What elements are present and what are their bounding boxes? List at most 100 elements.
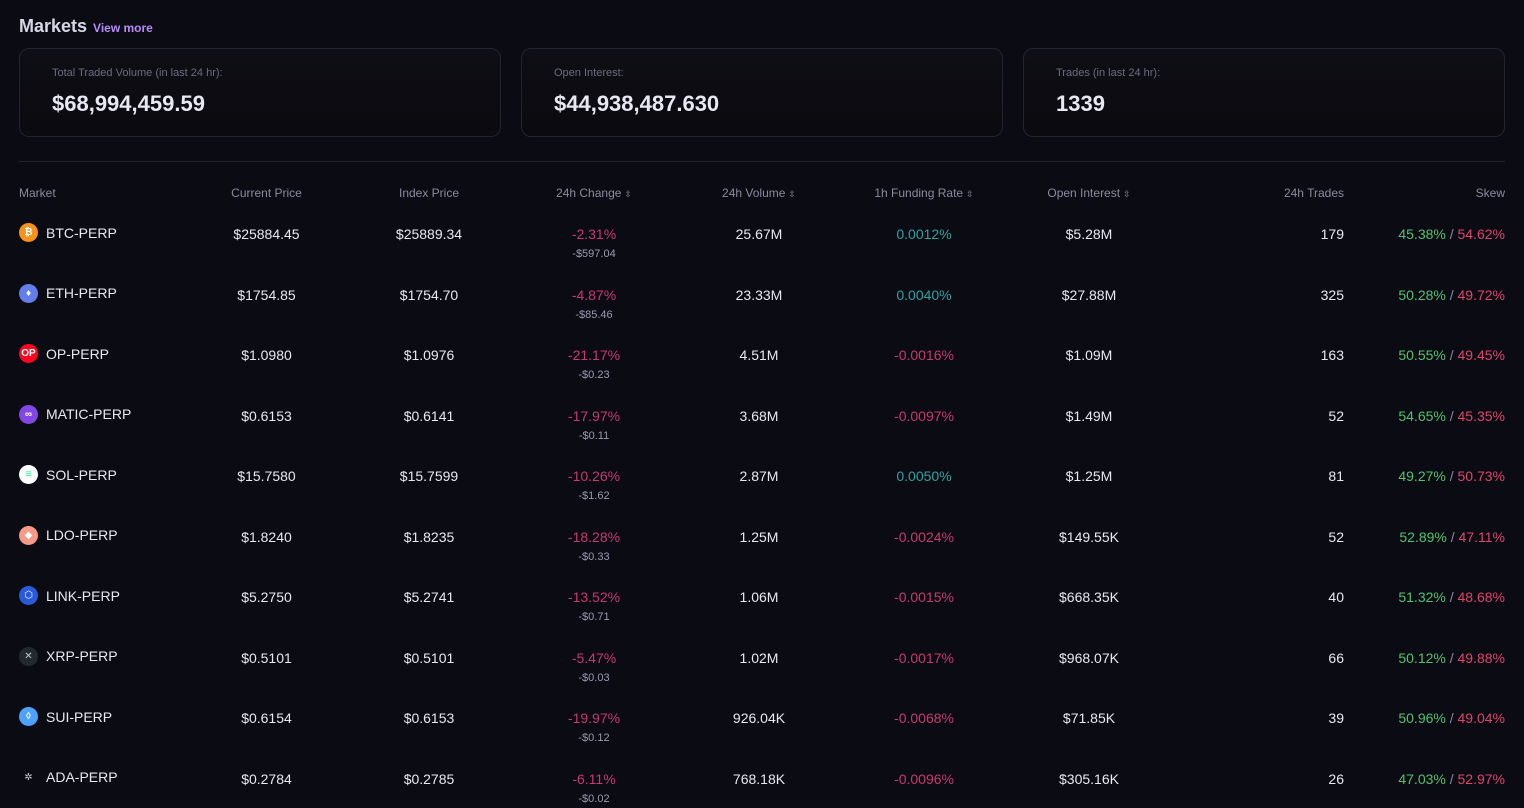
table-row[interactable]: ♦ ETH-PERP $1754.85 $1754.70 -4.87% -$85.46 23… [19,264,1505,325]
skew: 50.12% / 49.88% [1344,627,1505,666]
market-name: SOL-PERP [46,466,117,483]
current-price: $0.6154 [241,710,292,726]
column-header[interactable]: 24h Change ⇳ [504,183,684,203]
table-header-row: Market Current Price Index Price 24h Change… [19,183,1505,203]
sui-icon: ◊ [19,707,38,726]
column-header[interactable]: Open Interest ⇳ [1014,183,1164,203]
cardano-icon: ✲ [19,767,38,787]
market-name: ETH-PERP [46,285,117,301]
skew: 54.65% / 45.35% [1344,385,1505,424]
column-header[interactable]: 24h Volume ⇳ [684,183,834,203]
column-header-label: 1h Funding Rate [874,186,964,200]
skew-short: 48.68% [1457,589,1505,605]
market-name: LDO-PERP [46,527,118,543]
skew: 51.32% / 48.68% [1344,566,1505,605]
trades-24h: 179 [1320,226,1344,242]
skew-long: 50.12% [1398,649,1446,666]
sort-icon[interactable]: ⇳ [788,189,796,199]
skew-separator: / [1445,407,1458,424]
sort-icon[interactable]: ⇳ [624,189,632,199]
skew-separator: / [1445,347,1458,363]
volume-24h: 23.33M [735,286,783,303]
column-header-label: Current Price [231,186,302,200]
skew-separator: / [1445,649,1458,666]
index-price: $15.7599 [399,468,459,484]
volume-24h: 1.25M [739,528,779,545]
column-header: 24h Trades [1164,183,1344,203]
funding-rate: -0.0016% [894,347,954,363]
funding-rate: -0.0068% [894,710,954,726]
markets-header: Markets View more [19,16,153,37]
stat-label: Trades (in last 24 hr): [1056,67,1161,79]
open-interest: $305.16K [1059,770,1119,787]
skew: 50.28% / 49.72% [1344,264,1505,303]
table-row[interactable]: ∞ MATIC-PERP $0.6153 $0.6141 -17.97% -$0.11 3.… [19,385,1505,446]
funding-rate: 0.0050% [896,468,952,484]
skew-short: 52.97% [1457,770,1505,787]
index-price: $1754.70 [399,286,459,303]
trades-24h: 52 [1328,407,1344,424]
skew-separator: / [1445,589,1458,605]
change-percent: -17.97% [567,407,621,424]
index-price: $0.5101 [403,649,455,666]
skew-short: 50.73% [1457,468,1505,484]
index-price: $0.6153 [403,710,455,726]
market-name: ADA-PERP [46,769,118,785]
table-row[interactable]: OP OP-PERP $1.0980 $1.0976 -21.17% -$0.23 4.51… [19,324,1505,385]
skew-short: 49.88% [1457,649,1505,666]
skew-long: 51.32% [1398,589,1446,605]
table-row[interactable]: ✲ ADA-PERP $0.2784 $0.2785 -6.11% -$0.02 768.1… [19,748,1505,808]
change-percent: -2.31% [571,226,617,242]
table-row[interactable]: ≡ SOL-PERP $15.7580 $15.7599 -10.26% -$1.62 2.… [19,445,1505,506]
change-percent: -6.11% [572,770,616,787]
table-body: ₿ BTC-PERP $25884.45 $25889.34 -2.31% -$597.0… [19,203,1505,808]
skew-long: 50.55% [1398,347,1446,363]
skew: 52.89% / 47.11% [1344,506,1505,545]
skew: 49.27% / 50.73% [1344,445,1505,484]
skew-short: 45.35% [1457,407,1505,424]
skew: 45.38% / 54.62% [1344,203,1505,242]
table-row[interactable]: ⬡ LINK-PERP $5.2750 $5.2741 -13.52% -$0.71 1.0… [19,566,1505,627]
current-price: $0.6153 [241,407,292,424]
xrp-icon: ✕ [19,646,38,666]
trades-24h: 66 [1328,649,1344,666]
table-row[interactable]: ₿ BTC-PERP $25884.45 $25889.34 -2.31% -$597.0… [19,203,1505,264]
skew-separator: / [1445,468,1458,484]
change-percent: -18.28% [567,528,621,545]
volume-24h: 1.02M [739,649,779,666]
change-absolute: -$0.71 [578,611,610,623]
skew-long: 50.96% [1398,710,1446,726]
change-percent: -5.47% [571,649,617,666]
table-row[interactable]: ◆ LDO-PERP $1.8240 $1.8235 -18.28% -$0.33 1.25… [19,506,1505,567]
skew-short: 49.04% [1457,710,1505,726]
solana-icon: ≡ [19,465,38,484]
table-row[interactable]: ◊ SUI-PERP $0.6154 $0.6153 -19.97% -$0.12 926.… [19,687,1505,748]
market-name: SUI-PERP [46,708,113,725]
column-header-label: Skew [1475,186,1505,200]
column-header-label: Market [19,186,56,200]
column-header: Skew [1344,183,1505,203]
sort-icon[interactable]: ⇳ [1123,189,1131,199]
volume-24h: 926.04K [732,710,786,726]
sort-icon[interactable]: ⇳ [966,189,974,199]
column-header[interactable]: 1h Funding Rate ⇳ [834,183,1014,203]
trades-24h: 52 [1328,528,1344,545]
table-row[interactable]: ✕ XRP-PERP $0.5101 $0.5101 -5.47% -$0.03 1.02M… [19,627,1505,688]
column-header-label: 24h Trades [1283,186,1344,200]
divider [19,161,1505,162]
open-interest: $27.88M [1061,286,1117,303]
open-interest: $149.55K [1059,528,1119,545]
skew-long: 54.65% [1398,407,1446,424]
volume-24h: 1.06M [739,589,779,605]
trades-24h: 163 [1320,347,1344,363]
current-price: $5.2750 [241,589,292,605]
column-header-label: 24h Change [556,186,622,200]
optimism-icon: OP [19,344,38,363]
open-interest: $968.07K [1059,649,1119,666]
stat-value: 1339 [1056,91,1105,116]
column-header: Current Price [179,183,354,203]
view-more-link[interactable]: View more [93,21,153,35]
index-price: $0.2785 [403,770,455,787]
skew-long: 45.38% [1398,226,1446,242]
change-absolute: -$0.33 [578,550,610,563]
